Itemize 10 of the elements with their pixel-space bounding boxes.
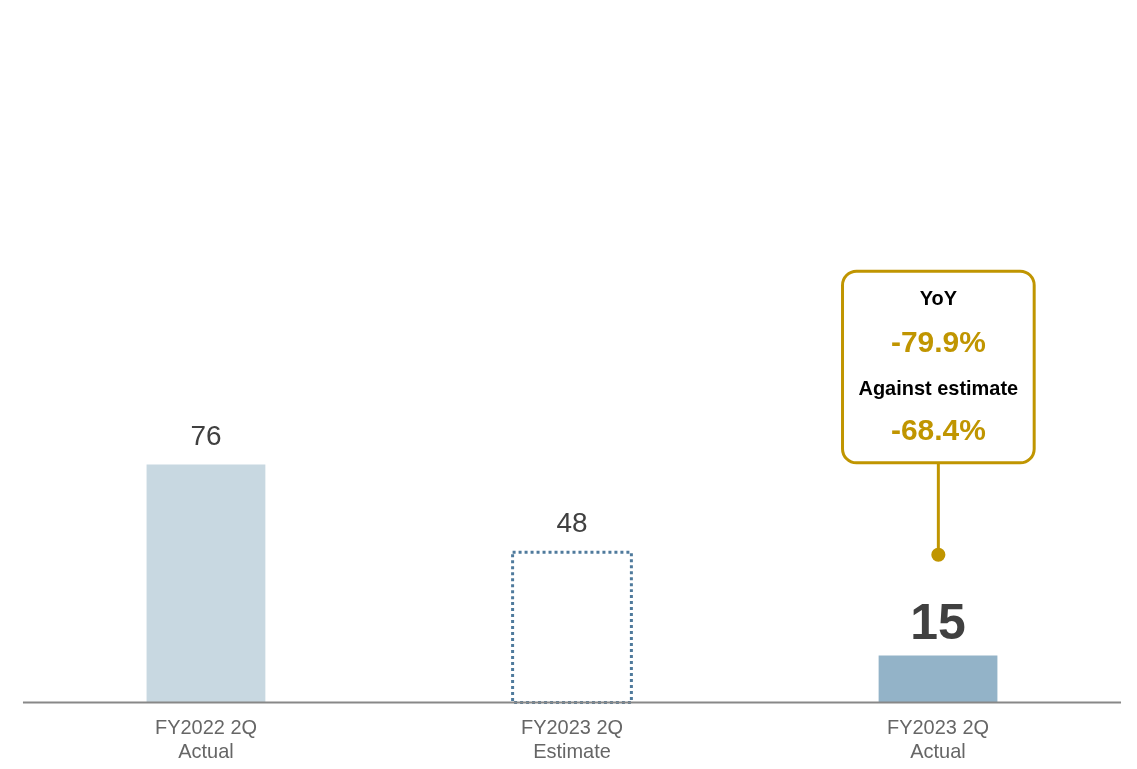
data-label: 15 (910, 593, 966, 650)
text: -68.4% (890, 412, 986, 446)
text: -79.9% (890, 325, 986, 359)
data-label: 48 (556, 507, 588, 539)
x-tick-label: FY2022 2Q Actual (154, 716, 257, 763)
text: Against estimate (858, 376, 1019, 399)
x-tick-label: FY2023 2Q Estimate (520, 716, 624, 763)
text: YoY (919, 287, 958, 310)
data-label: 76 (190, 419, 222, 451)
x-tick-label: FY2023 2Q Actual (886, 716, 990, 763)
